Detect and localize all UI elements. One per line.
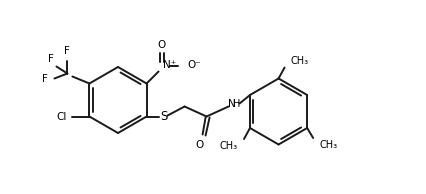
Text: O⁻: O⁻ [187, 61, 201, 70]
Text: F: F [43, 74, 49, 83]
Text: F: F [64, 47, 70, 56]
Text: CH₃: CH₃ [319, 140, 337, 150]
Text: N: N [228, 99, 236, 108]
Text: F: F [49, 55, 55, 64]
Text: N⁺: N⁺ [163, 61, 176, 70]
Text: O: O [196, 139, 204, 150]
Text: CH₃: CH₃ [220, 141, 238, 151]
Text: O: O [158, 41, 166, 50]
Text: Cl: Cl [56, 112, 66, 121]
Text: CH₃: CH₃ [291, 55, 309, 66]
Text: S: S [160, 110, 167, 123]
Text: H: H [233, 99, 240, 108]
